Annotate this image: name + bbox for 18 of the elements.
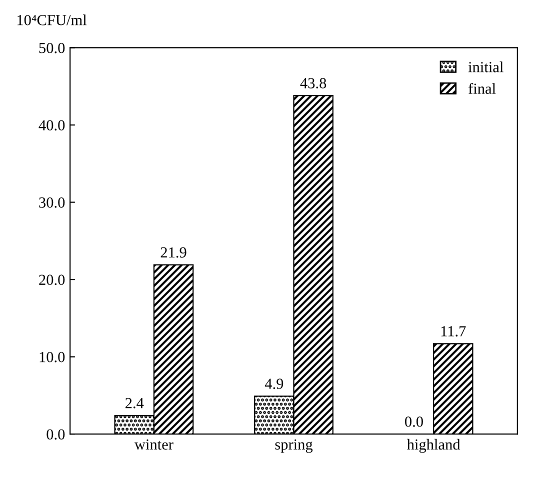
data-label: 43.8 — [300, 78, 326, 88]
y-tick-label: 30.0 — [39, 197, 65, 208]
y-tick-label: 50.0 — [39, 42, 65, 54]
x-tick-label: highland — [406, 438, 460, 453]
y-tick-label: 10.0 — [40, 352, 65, 362]
y-axis-title: 10⁴CFU/ml — [18, 14, 87, 26]
data-label: 21.9 — [160, 247, 186, 258]
x-tick-label: winter — [134, 439, 174, 450]
y-tick-label: 40.0 — [38, 120, 65, 130]
y-tick-label: 0.0 — [46, 429, 65, 440]
data-label: 4.9 — [264, 378, 284, 390]
x-tick-label: spring — [275, 439, 313, 453]
data-label: 2.4 — [126, 398, 144, 408]
data-label: 0.0 — [405, 416, 423, 427]
legend-label: final — [468, 82, 496, 94]
y-tick-label: 20.0 — [39, 274, 65, 286]
legend-label: initial — [468, 62, 504, 72]
data-label: 11.7 — [441, 326, 466, 336]
